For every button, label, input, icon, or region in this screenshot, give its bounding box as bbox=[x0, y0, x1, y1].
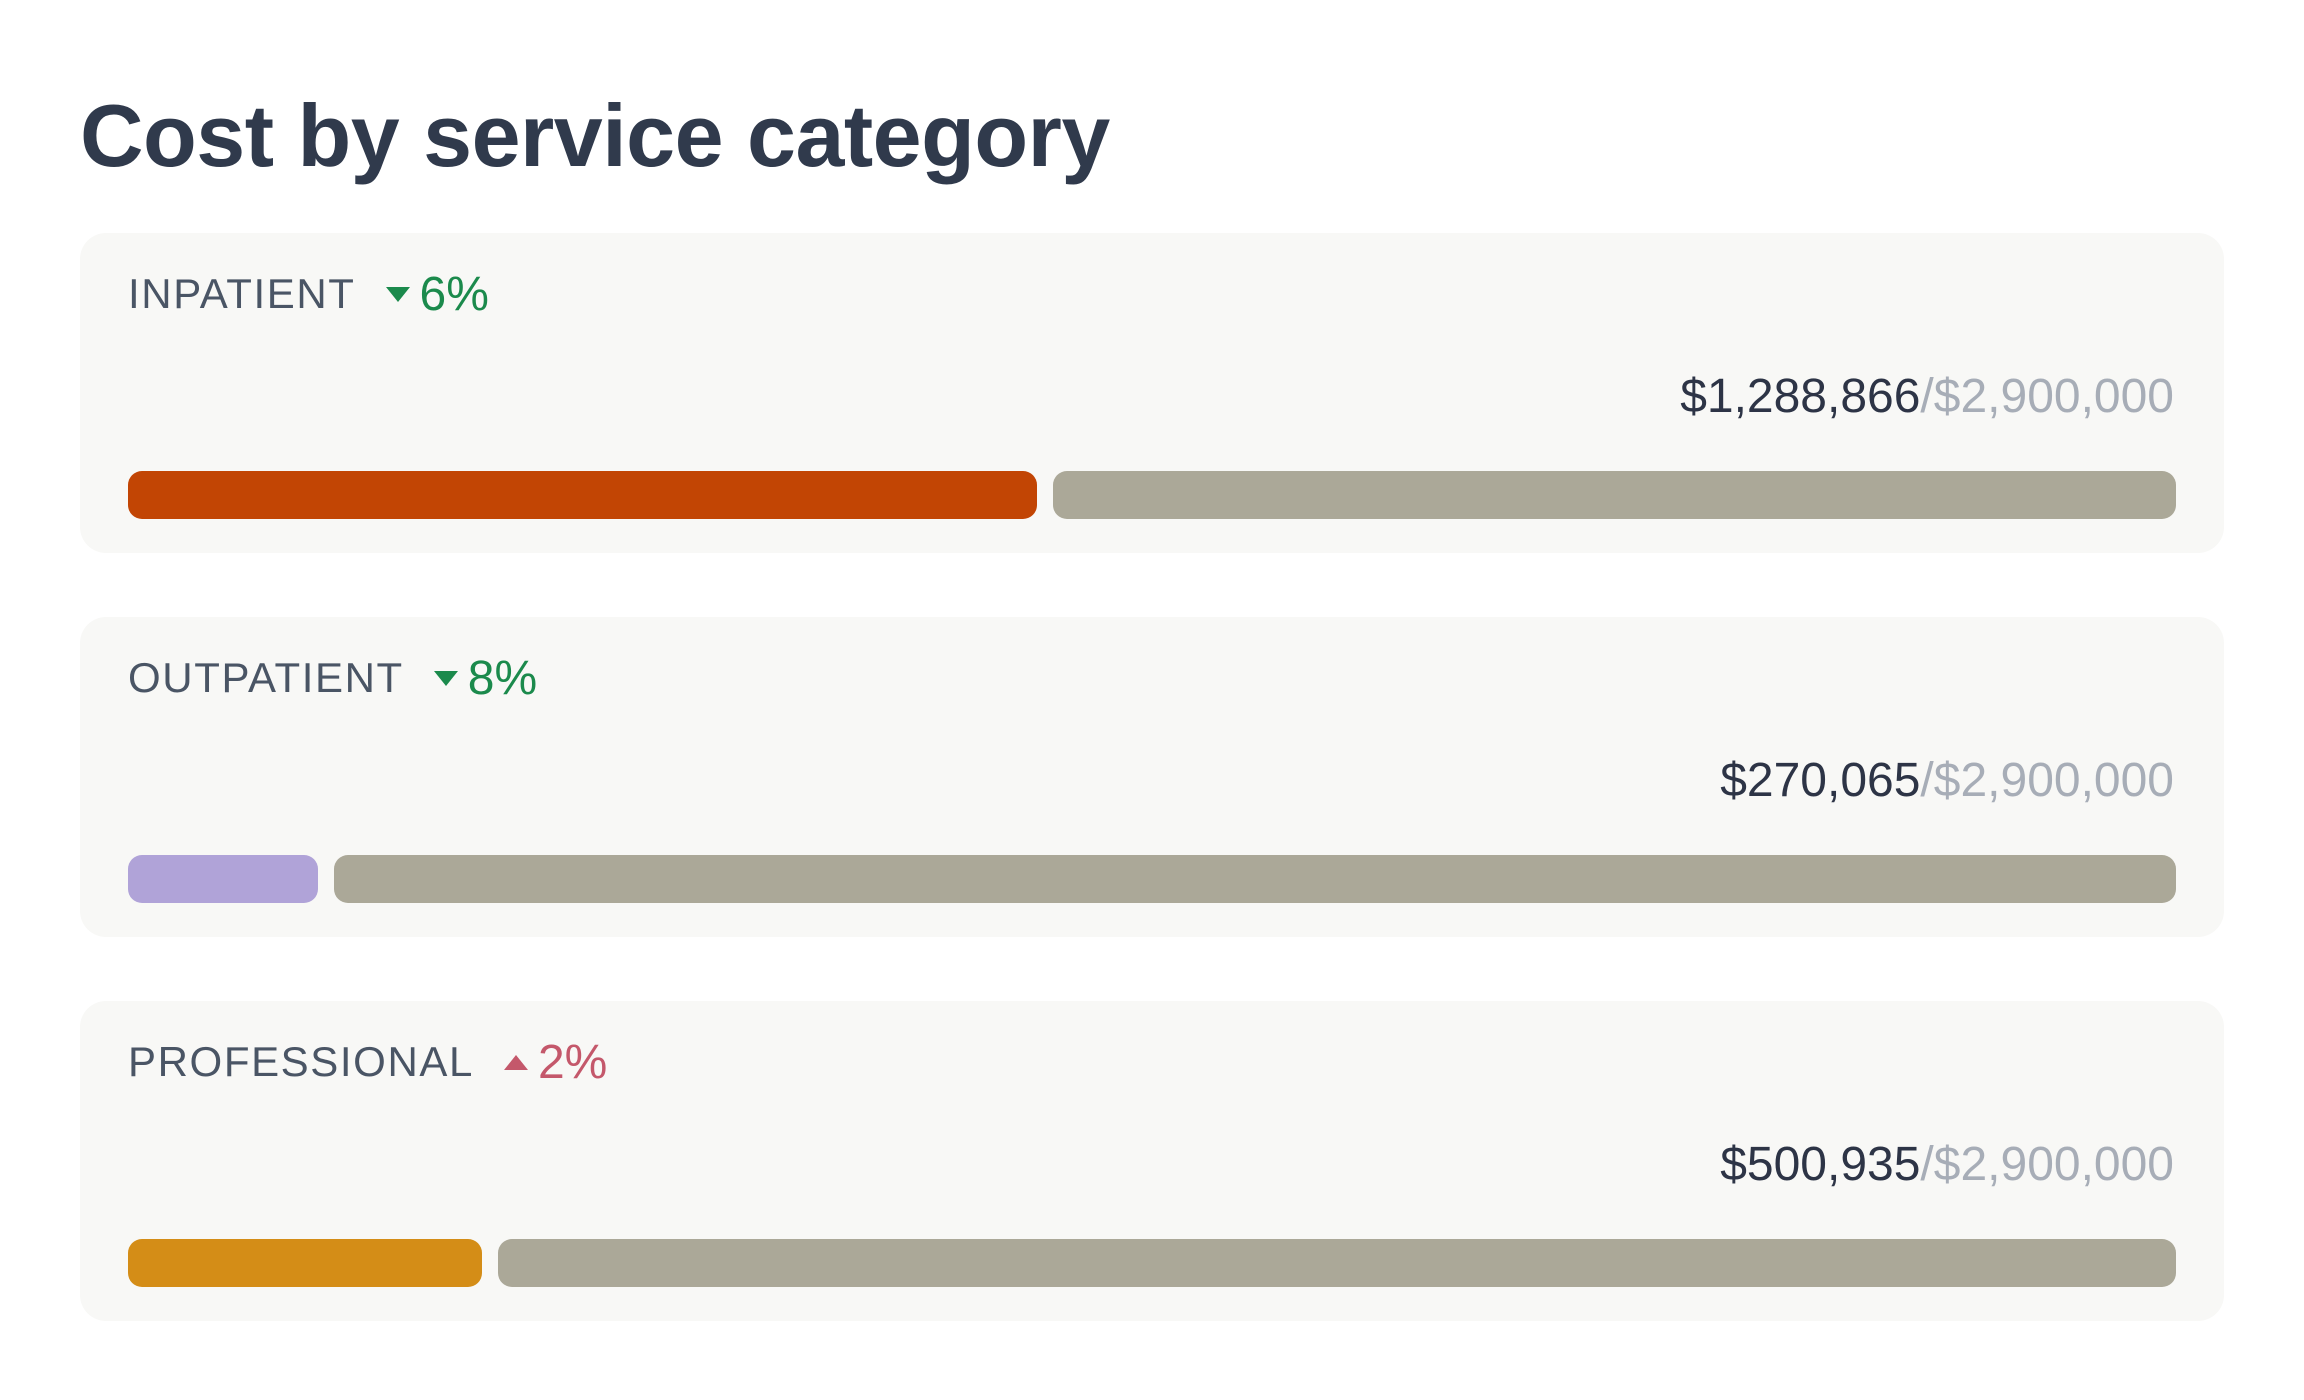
triangle-up-icon bbox=[503, 1054, 528, 1070]
progress-bar bbox=[128, 471, 2176, 519]
amount-spent: $500,935 bbox=[1720, 1138, 1921, 1191]
change-indicator: 8% bbox=[433, 651, 538, 706]
amount-readout: $270,065/$2,900,000 bbox=[1720, 751, 2174, 811]
amount-separator: / bbox=[1920, 754, 1934, 807]
change-indicator: 2% bbox=[503, 1035, 608, 1090]
change-value: 6% bbox=[419, 267, 489, 321]
progress-remaining bbox=[498, 1239, 2176, 1287]
change-value: 2% bbox=[537, 1035, 608, 1089]
category-panel-inpatient: INPATIENT 6% $1,288,866/$2,900,000 bbox=[80, 233, 2224, 553]
category-label: INPATIENT bbox=[128, 270, 356, 317]
amount-spent: $1,288,866 bbox=[1680, 370, 1921, 423]
progress-fill bbox=[128, 1239, 482, 1287]
change-indicator: 6% bbox=[385, 267, 489, 322]
progress-bar bbox=[128, 855, 2176, 903]
progress-fill bbox=[128, 471, 1037, 519]
progress-remaining bbox=[1053, 471, 2176, 519]
amount-budget: $2,900,000 bbox=[1933, 754, 2174, 807]
amount-separator: / bbox=[1920, 1138, 1934, 1191]
amount-spent: $270,065 bbox=[1720, 754, 1921, 807]
amount-budget: $2,900,000 bbox=[1933, 1138, 2174, 1191]
triangle-down-icon bbox=[385, 286, 410, 302]
amount-budget: $2,900,000 bbox=[1933, 370, 2174, 423]
change-value: 8% bbox=[467, 651, 538, 705]
progress-fill bbox=[128, 855, 318, 903]
progress-bar bbox=[128, 1239, 2176, 1287]
progress-remaining bbox=[334, 855, 2176, 903]
category-panel-professional: PROFESSIONAL 2% $500,935/$2,900,000 bbox=[80, 1001, 2224, 1321]
category-label: PROFESSIONAL bbox=[128, 1038, 474, 1085]
triangle-down-icon bbox=[433, 670, 458, 686]
page-title: Cost by service category bbox=[80, 86, 1110, 185]
category-header: OUTPATIENT 8% bbox=[128, 651, 538, 706]
category-header: PROFESSIONAL 2% bbox=[128, 1035, 608, 1090]
category-header: INPATIENT 6% bbox=[128, 267, 489, 322]
category-panel-outpatient: OUTPATIENT 8% $270,065/$2,900,000 bbox=[80, 617, 2224, 937]
amount-readout: $1,288,866/$2,900,000 bbox=[1680, 367, 2174, 427]
category-label: OUTPATIENT bbox=[128, 654, 404, 701]
amount-readout: $500,935/$2,900,000 bbox=[1720, 1135, 2174, 1195]
amount-separator: / bbox=[1920, 370, 1934, 423]
